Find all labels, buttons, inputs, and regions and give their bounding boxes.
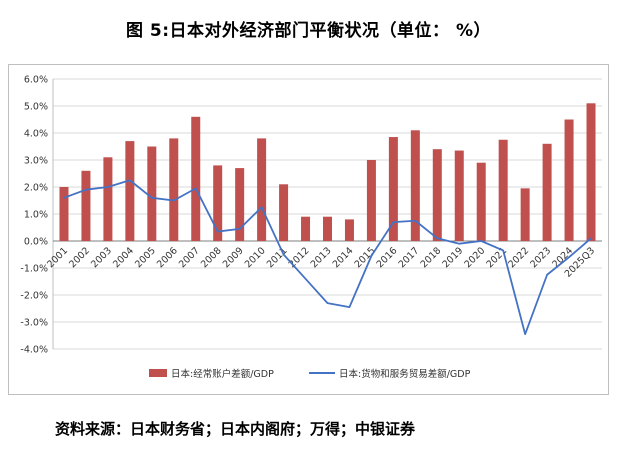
legend-line-label: 日本:货物和服务贸易差额/GDP: [339, 368, 471, 380]
bar: [344, 219, 354, 241]
y-tick-label: 1.0%: [24, 210, 48, 221]
bar: [301, 216, 311, 241]
x-tick-label: 2003: [89, 245, 114, 270]
bar: [59, 187, 69, 241]
x-tick-label: 2022: [506, 245, 531, 270]
legend-bar-label: 日本:经常账户差额/GDP: [171, 368, 274, 380]
y-tick-label: 3.0%: [24, 156, 48, 167]
x-tick-label: 2017: [397, 245, 422, 270]
x-tick-label: 2009: [221, 245, 246, 270]
x-tick-label: 2015: [353, 245, 378, 270]
bar: [564, 119, 574, 241]
gridlines: -4.0% -3.0% -2.0% -1.0% 0.0% 1.0% 2.0% 3.0% 4.0%…: [20, 75, 602, 356]
bar: [476, 162, 486, 241]
x-tick-label: 2008: [199, 245, 224, 270]
bar-series: [59, 103, 596, 241]
y-tick-label: 0.0%: [24, 237, 48, 248]
bar: [147, 146, 157, 241]
x-tick-label: 2013: [309, 245, 334, 270]
bar: [498, 139, 508, 241]
y-tick-label: -3.0%: [20, 318, 48, 329]
y-tick-label: 5.0%: [24, 102, 48, 113]
x-tick-label: 2012: [287, 245, 312, 270]
x-tick-label: 2018: [419, 245, 444, 270]
bar: [542, 143, 552, 241]
bar: [323, 216, 332, 241]
legend-bar-swatch: [149, 369, 167, 377]
source-note: 资料来源：日本财务省；日本内阁府；万得；中银证券: [55, 420, 416, 438]
y-tick-label: 4.0%: [24, 129, 48, 140]
y-tick-label: -2.0%: [20, 291, 48, 302]
bar: [432, 149, 442, 241]
bar: [235, 168, 245, 241]
bar: [257, 138, 267, 241]
x-tick-label: 2020: [462, 245, 487, 270]
bar: [520, 188, 530, 241]
x-tick-labels: 2001200220032004200520062007200820092010…: [45, 245, 597, 279]
bar: [586, 103, 596, 241]
chart-legend: 日本:经常账户差额/GDP 日本:货物和服务贸易差额/GDP: [149, 368, 471, 380]
bar: [125, 141, 135, 241]
x-tick-label: 2014: [331, 245, 356, 270]
y-tick-label: 6.0%: [24, 75, 48, 86]
chart-area: -4.0% -3.0% -2.0% -1.0% 0.0% 1.0% 2.0% 3.0% 4.0%…: [8, 64, 609, 395]
x-tick-label: 2005: [133, 245, 158, 270]
chart-title: 图 5:日本对外经济部门平衡状况（单位： %）: [126, 21, 491, 41]
x-tick-label: 2006: [155, 245, 180, 270]
bar: [366, 160, 376, 241]
bar: [81, 170, 91, 241]
bar: [388, 137, 398, 241]
bar: [103, 157, 113, 241]
y-tick-label: 2.0%: [24, 183, 48, 194]
x-tick-label: 2019: [441, 245, 466, 270]
bar: [191, 116, 201, 241]
bar: [213, 165, 223, 241]
x-tick-label: 2001: [45, 245, 70, 270]
x-tick-label: 2010: [243, 245, 268, 270]
x-tick-label: 2004: [111, 245, 136, 270]
x-tick-label: 2002: [67, 245, 92, 270]
bar: [279, 184, 289, 241]
y-tick-label: -1.0%: [20, 264, 48, 275]
bar: [169, 138, 179, 241]
x-tick-label: 2023: [528, 245, 553, 270]
x-tick-label: 2007: [177, 245, 202, 270]
line-series: [63, 179, 592, 336]
chart-svg: -4.0% -3.0% -2.0% -1.0% 0.0% 1.0% 2.0% 3.0% 4.0%…: [20, 75, 602, 380]
bar: [410, 130, 420, 241]
x-tick-label: 2016: [375, 245, 400, 270]
bar: [454, 150, 464, 241]
y-tick-label: -4.0%: [20, 345, 48, 356]
